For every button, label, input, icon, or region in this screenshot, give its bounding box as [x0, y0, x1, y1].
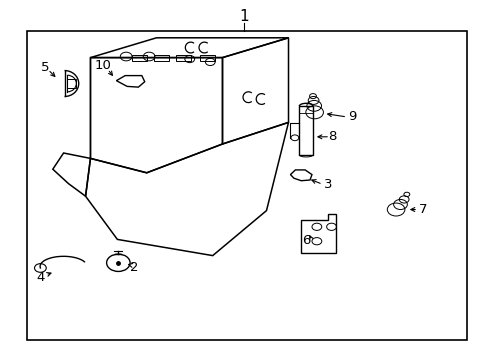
- Bar: [132, 55, 146, 61]
- Text: 6: 6: [301, 234, 310, 247]
- Text: 5: 5: [41, 61, 50, 74]
- Text: 8: 8: [327, 130, 336, 143]
- Bar: [27, 31, 466, 340]
- Bar: [299, 106, 312, 155]
- Text: 3: 3: [324, 178, 332, 191]
- Text: 10: 10: [94, 59, 111, 72]
- Text: 7: 7: [418, 203, 427, 216]
- Bar: [154, 55, 168, 61]
- Text: 9: 9: [347, 111, 356, 123]
- Bar: [176, 55, 190, 61]
- Text: 1: 1: [239, 9, 249, 24]
- Text: 4: 4: [36, 271, 45, 284]
- Bar: [67, 79, 76, 88]
- Text: 2: 2: [130, 261, 139, 274]
- Bar: [200, 55, 215, 61]
